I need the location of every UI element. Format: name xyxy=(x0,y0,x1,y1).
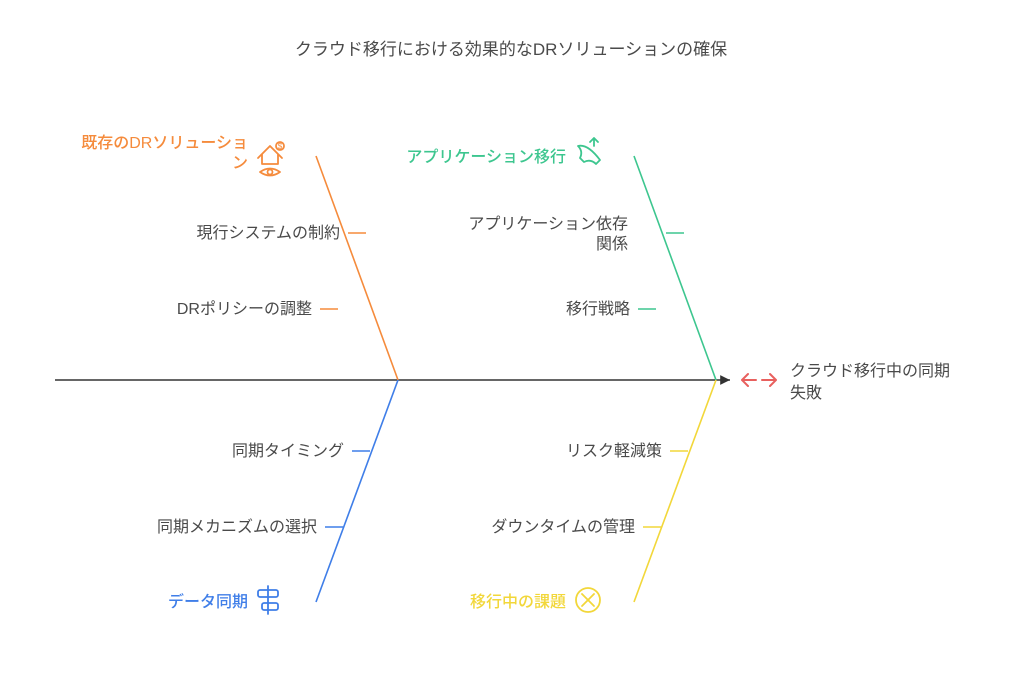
bone-existing-dr: 既存のDRソリューション $ 現行システムの制約 DRポリシーの調整 xyxy=(81,134,398,380)
bones: 既存のDRソリューション $ 現行システムの制約 DRポリシーの調整 アプリケーション移… xyxy=(81,134,716,614)
bone-label: データ同期 xyxy=(168,592,248,611)
head: クラウド移行中の同期失敗 xyxy=(742,362,950,402)
sub-label: DRポリシーの調整 xyxy=(177,300,312,318)
bone-migration-challenges: 移行中の課題 リスク軽減策ダウンタイムの管理 xyxy=(470,380,716,612)
bone-label: アプリケーション移行 xyxy=(406,148,566,166)
head-label: クラウド移行中の同期 xyxy=(790,362,950,380)
bone-label: 既存のDRソリューショ xyxy=(81,134,248,152)
sub-label: アプリケーション依存 xyxy=(468,215,628,233)
align-icon xyxy=(258,586,278,614)
spine xyxy=(55,375,730,385)
arrows-lr-icon xyxy=(742,374,776,386)
sub-label: 移行戦略 xyxy=(566,300,630,318)
fishbone-diagram: クラウド移行における効果的なDRソリューションの確保 既存のDRソリューション $… xyxy=(0,0,1022,680)
svg-text:$: $ xyxy=(278,142,283,151)
sub-label: ダウンタイムの管理 xyxy=(491,518,635,536)
circle-x-icon xyxy=(576,588,600,612)
bone-data-sync: データ同期 同期タイミング同期メカニズムの選択 xyxy=(157,380,398,614)
sub-label: 関係 xyxy=(596,235,628,253)
bone-app-migration: アプリケーション移行アプリケーション依存関係移行戦略 xyxy=(406,138,716,380)
sub-label: 同期メカニズムの選択 xyxy=(157,518,317,536)
diagram-title: クラウド移行における効果的なDRソリューションの確保 xyxy=(295,40,727,59)
sub-label: 同期タイミング xyxy=(232,442,344,460)
bone-label: ン xyxy=(232,155,248,172)
house-eye-icon: $ xyxy=(258,142,284,176)
phone-icon xyxy=(578,138,600,164)
sub-label: 現行システムの制約 xyxy=(196,224,340,242)
sub-label: リスク軽減策 xyxy=(566,442,662,460)
head-label: 失敗 xyxy=(790,384,822,402)
bone-label: 移行中の課題 xyxy=(470,593,566,611)
